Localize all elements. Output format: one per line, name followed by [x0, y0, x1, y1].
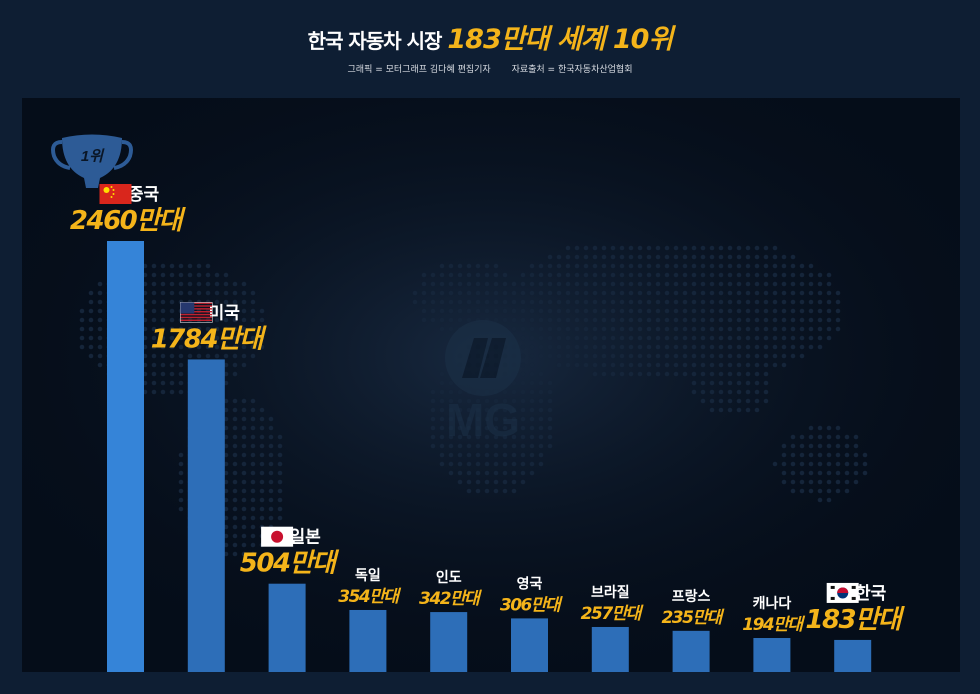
value-label-5: 342만대 — [419, 589, 482, 609]
watermark-text: MG — [446, 394, 520, 446]
value-label-3: 504만대 — [240, 549, 340, 579]
title-highlight: 183만대 세계 10위 — [447, 24, 673, 55]
bar-3 — [268, 583, 306, 672]
china-flag-icon — [99, 184, 132, 204]
trophy-icon: 1위 — [51, 134, 133, 188]
category-label-4: 독일 — [355, 568, 381, 584]
category-label-7: 브라질 — [591, 585, 630, 601]
title-prefix: 한국 자동차 시장 — [307, 29, 443, 53]
value-label-1: 2460만대 — [70, 206, 187, 236]
value-label-6: 306만대 — [500, 595, 563, 615]
korea-flag-icon — [826, 582, 859, 603]
category-label-3: 일본 — [289, 528, 321, 548]
trophy-label: 1위 — [81, 148, 105, 165]
value-label-8: 235만대 — [661, 608, 724, 628]
credits: 그래픽 = 모터그래프 김다혜 편집기자 자료출처 = 한국자동차산업협회 — [0, 63, 980, 77]
credit-source: 자료출처 = 한국자동차산업협회 — [511, 65, 633, 75]
value-label-2: 1784만대 — [151, 324, 268, 354]
category-label-2: 미국 — [209, 303, 241, 323]
usa-flag-icon — [180, 302, 213, 323]
value-label-7: 257만대 — [581, 604, 644, 624]
bar-1 — [107, 241, 144, 672]
category-label-9: 캐나다 — [753, 596, 792, 612]
bar-5 — [430, 612, 468, 672]
credit-graphic: 그래픽 = 모터그래프 김다혜 편집기자 — [347, 65, 491, 75]
value-label-4: 354만대 — [338, 587, 401, 607]
bar-8 — [672, 630, 710, 672]
category-label-10: 한국 — [855, 584, 887, 604]
mg-watermark-icon: MG — [445, 320, 521, 446]
category-label-1: 중국 — [128, 185, 160, 205]
value-label-9: 194만대 — [742, 615, 805, 635]
chart-title: 한국 자동차 시장 183만대 세계 10위 — [0, 20, 980, 61]
chart-panel: MG 1위 2460만대 중국 1784만대 미국 504만대 일본 354만대 독일 342만… — [22, 98, 960, 672]
bar-7 — [591, 626, 629, 672]
category-label-6: 영국 — [517, 575, 543, 592]
bar-4 — [349, 609, 387, 672]
bar-6 — [511, 618, 548, 672]
japan-flag-icon — [261, 526, 294, 547]
category-label-5: 인도 — [436, 569, 462, 586]
category-label-8: 프랑스 — [672, 589, 711, 605]
value-label-10: 183만대 — [805, 605, 905, 635]
bar-2 — [187, 359, 225, 672]
bar-9 — [753, 638, 791, 672]
bar-10 — [834, 639, 872, 672]
